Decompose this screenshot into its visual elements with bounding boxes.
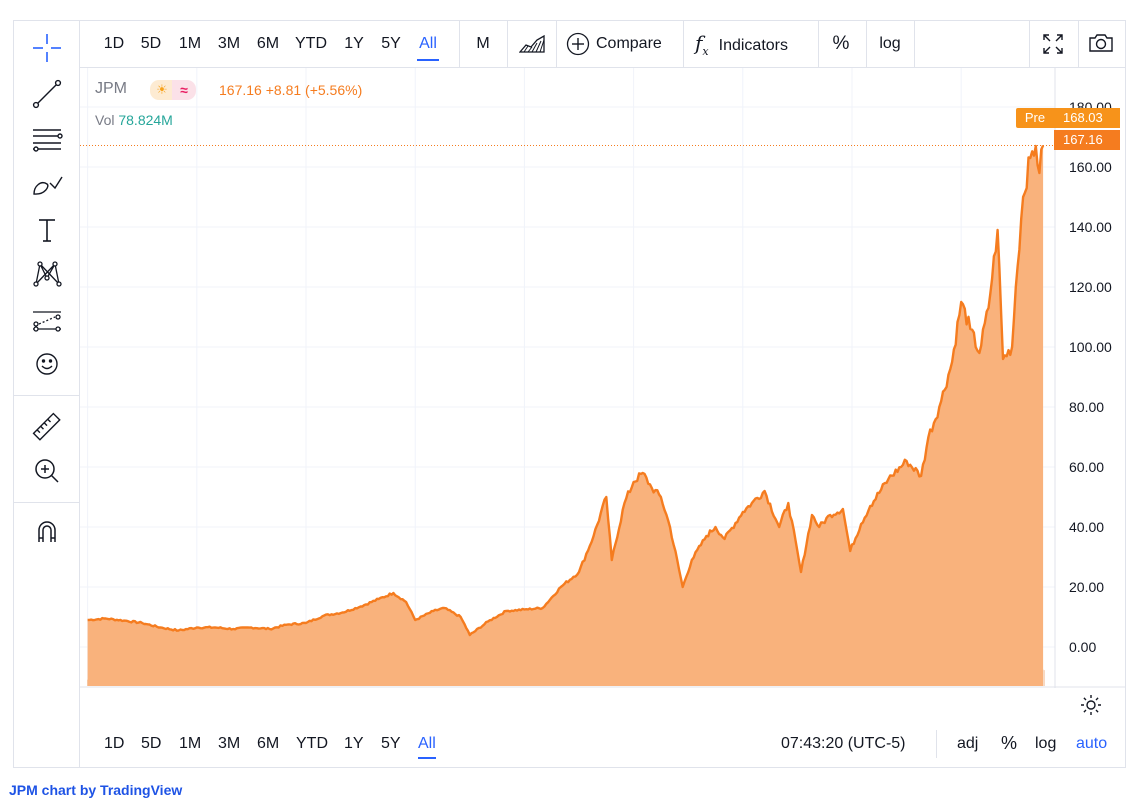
y-tick-label: 140.00 <box>1069 219 1112 235</box>
y-tick-label: 80.00 <box>1069 399 1104 415</box>
range-all-button[interactable]: All <box>415 20 441 67</box>
toolbar-separator <box>507 20 508 67</box>
attribution-link[interactable]: JPM chart by TradingView <box>9 782 182 798</box>
interval-button[interactable]: M <box>476 35 490 52</box>
last-price: 167.16 <box>219 82 262 98</box>
emoji-icon[interactable] <box>31 348 63 380</box>
attribution-suffix: by TradingView <box>79 782 183 798</box>
crosshair-icon[interactable] <box>31 32 63 64</box>
bottom-toolbar: 1D 5D 1M 3M 6M YTD 1Y 5Y All 07:43:20 (U… <box>80 720 1126 768</box>
prediction-icon[interactable] <box>31 304 63 336</box>
range-ytd-button[interactable]: YTD <box>295 35 327 52</box>
range-5d-button[interactable]: 5D <box>140 35 162 52</box>
bottom-range-ytd-button[interactable]: YTD <box>296 735 328 752</box>
y-tick-label: 100.00 <box>1069 339 1112 355</box>
compare-label: Compare <box>596 35 662 52</box>
attribution-prefix: JPM chart <box>9 782 76 798</box>
toolbar-separator <box>936 730 937 758</box>
adj-button[interactable]: adj <box>957 735 979 752</box>
brush-icon[interactable] <box>31 168 63 200</box>
bottom-range-all-button[interactable]: All <box>418 720 436 767</box>
range-1y-button[interactable]: 1Y <box>344 35 364 52</box>
toolbar-separator <box>13 395 79 396</box>
bottom-range-1d-button[interactable]: 1D <box>104 735 125 752</box>
bottom-range-1y-button[interactable]: 1Y <box>344 735 364 752</box>
gear-icon[interactable] <box>1078 692 1104 718</box>
auto-scale-button[interactable]: auto <box>1076 735 1108 752</box>
y-tick-label: 120.00 <box>1069 279 1112 295</box>
y-tick-label: 0.00 <box>1069 639 1096 655</box>
drawing-toolbar <box>13 20 80 768</box>
toolbar-separator <box>914 20 915 67</box>
percent-scale-button[interactable]: % <box>1001 733 1018 753</box>
camera-icon[interactable] <box>1087 20 1115 67</box>
price-readout: 167.16 +8.81 (+5.56%) <box>219 82 362 98</box>
fx-icon: fx <box>695 31 709 58</box>
log-button[interactable]: log <box>879 35 901 52</box>
fullscreen-icon[interactable] <box>1039 20 1067 67</box>
toolbar-separator <box>556 20 557 67</box>
last-price-label: 167.16 <box>1054 130 1120 150</box>
log-scale-button[interactable]: log <box>1035 735 1057 752</box>
price-line <box>87 144 1045 637</box>
volume-label: Vol <box>95 112 115 128</box>
range-5y-button[interactable]: 5Y <box>381 35 401 52</box>
range-1d-button[interactable]: 1D <box>103 35 125 52</box>
price-change: +8.81 <box>265 82 302 98</box>
toolbar-separator <box>13 502 79 503</box>
compare-button[interactable]: Compare <box>566 20 672 67</box>
bottom-range-5d-button[interactable]: 5D <box>141 735 162 752</box>
pre-market-price-label: 168.03 <box>1054 108 1120 128</box>
plus-circle-icon <box>566 32 590 55</box>
range-6m-button[interactable]: 6M <box>256 35 280 52</box>
toolbar-separator <box>866 20 867 67</box>
range-1m-button[interactable]: 1M <box>178 35 202 52</box>
ruler-icon[interactable] <box>31 411 63 443</box>
volume-legend: Vol 78.824M <box>95 112 173 128</box>
price-chart[interactable]: 0.00 20.00 40.00 60.00 80.00 100.00 120.00 140.… <box>80 68 1126 688</box>
y-tick-label: 40.00 <box>1069 519 1104 535</box>
indicators-button[interactable]: fx Indicators <box>695 20 807 67</box>
text-icon[interactable] <box>31 214 63 246</box>
area-chart-icon[interactable] <box>518 20 546 67</box>
symbol-name[interactable]: JPM <box>95 80 127 97</box>
top-toolbar: 1D 5D 1M 3M 6M YTD 1Y 5Y All M Compare f… <box>80 20 1126 68</box>
bottom-range-6m-button[interactable]: 6M <box>257 735 280 752</box>
percent-button[interactable]: % <box>832 33 850 54</box>
toolbar-separator <box>683 20 684 67</box>
toolbar-separator <box>1029 20 1030 67</box>
zoom-in-icon[interactable] <box>31 455 63 487</box>
volume-value: 78.824M <box>118 112 173 128</box>
price-change-pct: (+5.56%) <box>305 82 363 98</box>
pattern-icon[interactable] <box>31 258 63 290</box>
fib-lines-icon[interactable] <box>31 123 63 155</box>
bottom-range-1m-button[interactable]: 1M <box>179 735 202 752</box>
toolbar-separator <box>459 20 460 67</box>
magnet-icon[interactable] <box>31 516 63 548</box>
toolbar-separator <box>818 20 819 67</box>
y-tick-label: 60.00 <box>1069 459 1104 475</box>
y-tick-label: 160.00 <box>1069 159 1112 175</box>
pre-market-tag: Pre <box>1016 108 1054 128</box>
bottom-range-5y-button[interactable]: 5Y <box>381 735 401 752</box>
indicators-label: Indicators <box>718 37 788 54</box>
y-tick-label: 20.00 <box>1069 579 1104 595</box>
trend-line-icon[interactable] <box>31 78 63 110</box>
sun-icon[interactable]: ☀ <box>150 80 174 100</box>
price-axis[interactable]: 0.00 20.00 40.00 60.00 80.00 100.00 120.00 140.… <box>1069 99 1112 655</box>
toolbar-separator <box>1078 20 1079 67</box>
range-3m-button[interactable]: 3M <box>217 35 241 52</box>
clock-readout[interactable]: 07:43:20 (UTC-5) <box>781 735 906 752</box>
bottom-range-3m-button[interactable]: 3M <box>218 735 241 752</box>
wave-icon[interactable]: ≈ <box>172 80 196 100</box>
price-area <box>87 145 1044 686</box>
